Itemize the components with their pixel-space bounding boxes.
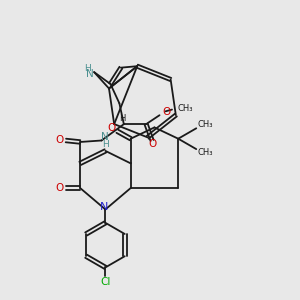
- Text: O: O: [55, 183, 64, 193]
- Text: N: N: [86, 69, 94, 79]
- Text: O: O: [162, 107, 170, 117]
- Text: CH₃: CH₃: [198, 120, 213, 129]
- Text: O: O: [55, 136, 64, 146]
- Text: H: H: [119, 114, 125, 123]
- Text: CH₃: CH₃: [198, 148, 213, 157]
- Text: H: H: [102, 140, 109, 148]
- Text: H: H: [84, 64, 91, 73]
- Text: O: O: [148, 140, 157, 149]
- Text: CH₃: CH₃: [178, 104, 194, 113]
- Text: N: N: [101, 132, 109, 142]
- Text: Cl: Cl: [100, 277, 111, 287]
- Text: N: N: [100, 202, 108, 212]
- Text: O: O: [107, 123, 116, 133]
